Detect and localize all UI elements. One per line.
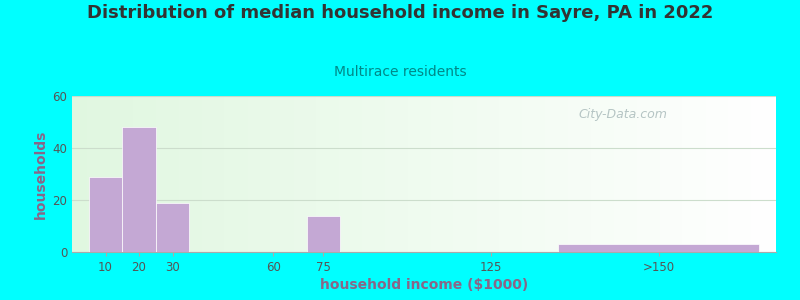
- Text: Distribution of median household income in Sayre, PA in 2022: Distribution of median household income …: [87, 4, 713, 22]
- Bar: [122, 127, 156, 252]
- Y-axis label: households: households: [34, 129, 48, 219]
- Text: City-Data.com: City-Data.com: [579, 108, 668, 121]
- X-axis label: household income ($1000): household income ($1000): [320, 278, 528, 292]
- Text: Multirace residents: Multirace residents: [334, 64, 466, 79]
- Bar: [89, 177, 122, 252]
- Bar: [306, 216, 340, 252]
- Bar: [558, 244, 759, 252]
- Bar: [156, 202, 190, 252]
